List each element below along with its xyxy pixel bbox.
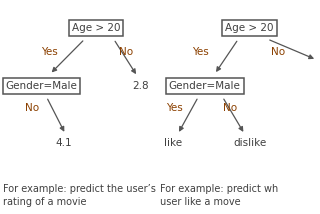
Text: rating of a movie: rating of a movie [3, 197, 87, 207]
Text: For example: predict the user’s: For example: predict the user’s [3, 184, 156, 194]
Text: No: No [119, 48, 133, 57]
Text: For example: predict wh: For example: predict wh [160, 184, 278, 194]
Text: Age > 20: Age > 20 [72, 23, 120, 33]
Text: No: No [223, 103, 237, 113]
Text: No: No [271, 48, 285, 57]
Text: Gender=Male: Gender=Male [6, 81, 77, 91]
Text: Yes: Yes [192, 48, 208, 57]
Text: user like a move: user like a move [160, 197, 241, 207]
Text: No: No [25, 103, 39, 113]
Text: Yes: Yes [166, 103, 183, 113]
Text: like: like [164, 138, 182, 148]
Text: dislike: dislike [233, 138, 266, 148]
Text: Age > 20: Age > 20 [225, 23, 274, 33]
Text: 2.8: 2.8 [132, 81, 149, 91]
Text: Gender=Male: Gender=Male [169, 81, 241, 91]
Text: Yes: Yes [41, 48, 58, 57]
Text: 4.1: 4.1 [56, 138, 72, 148]
